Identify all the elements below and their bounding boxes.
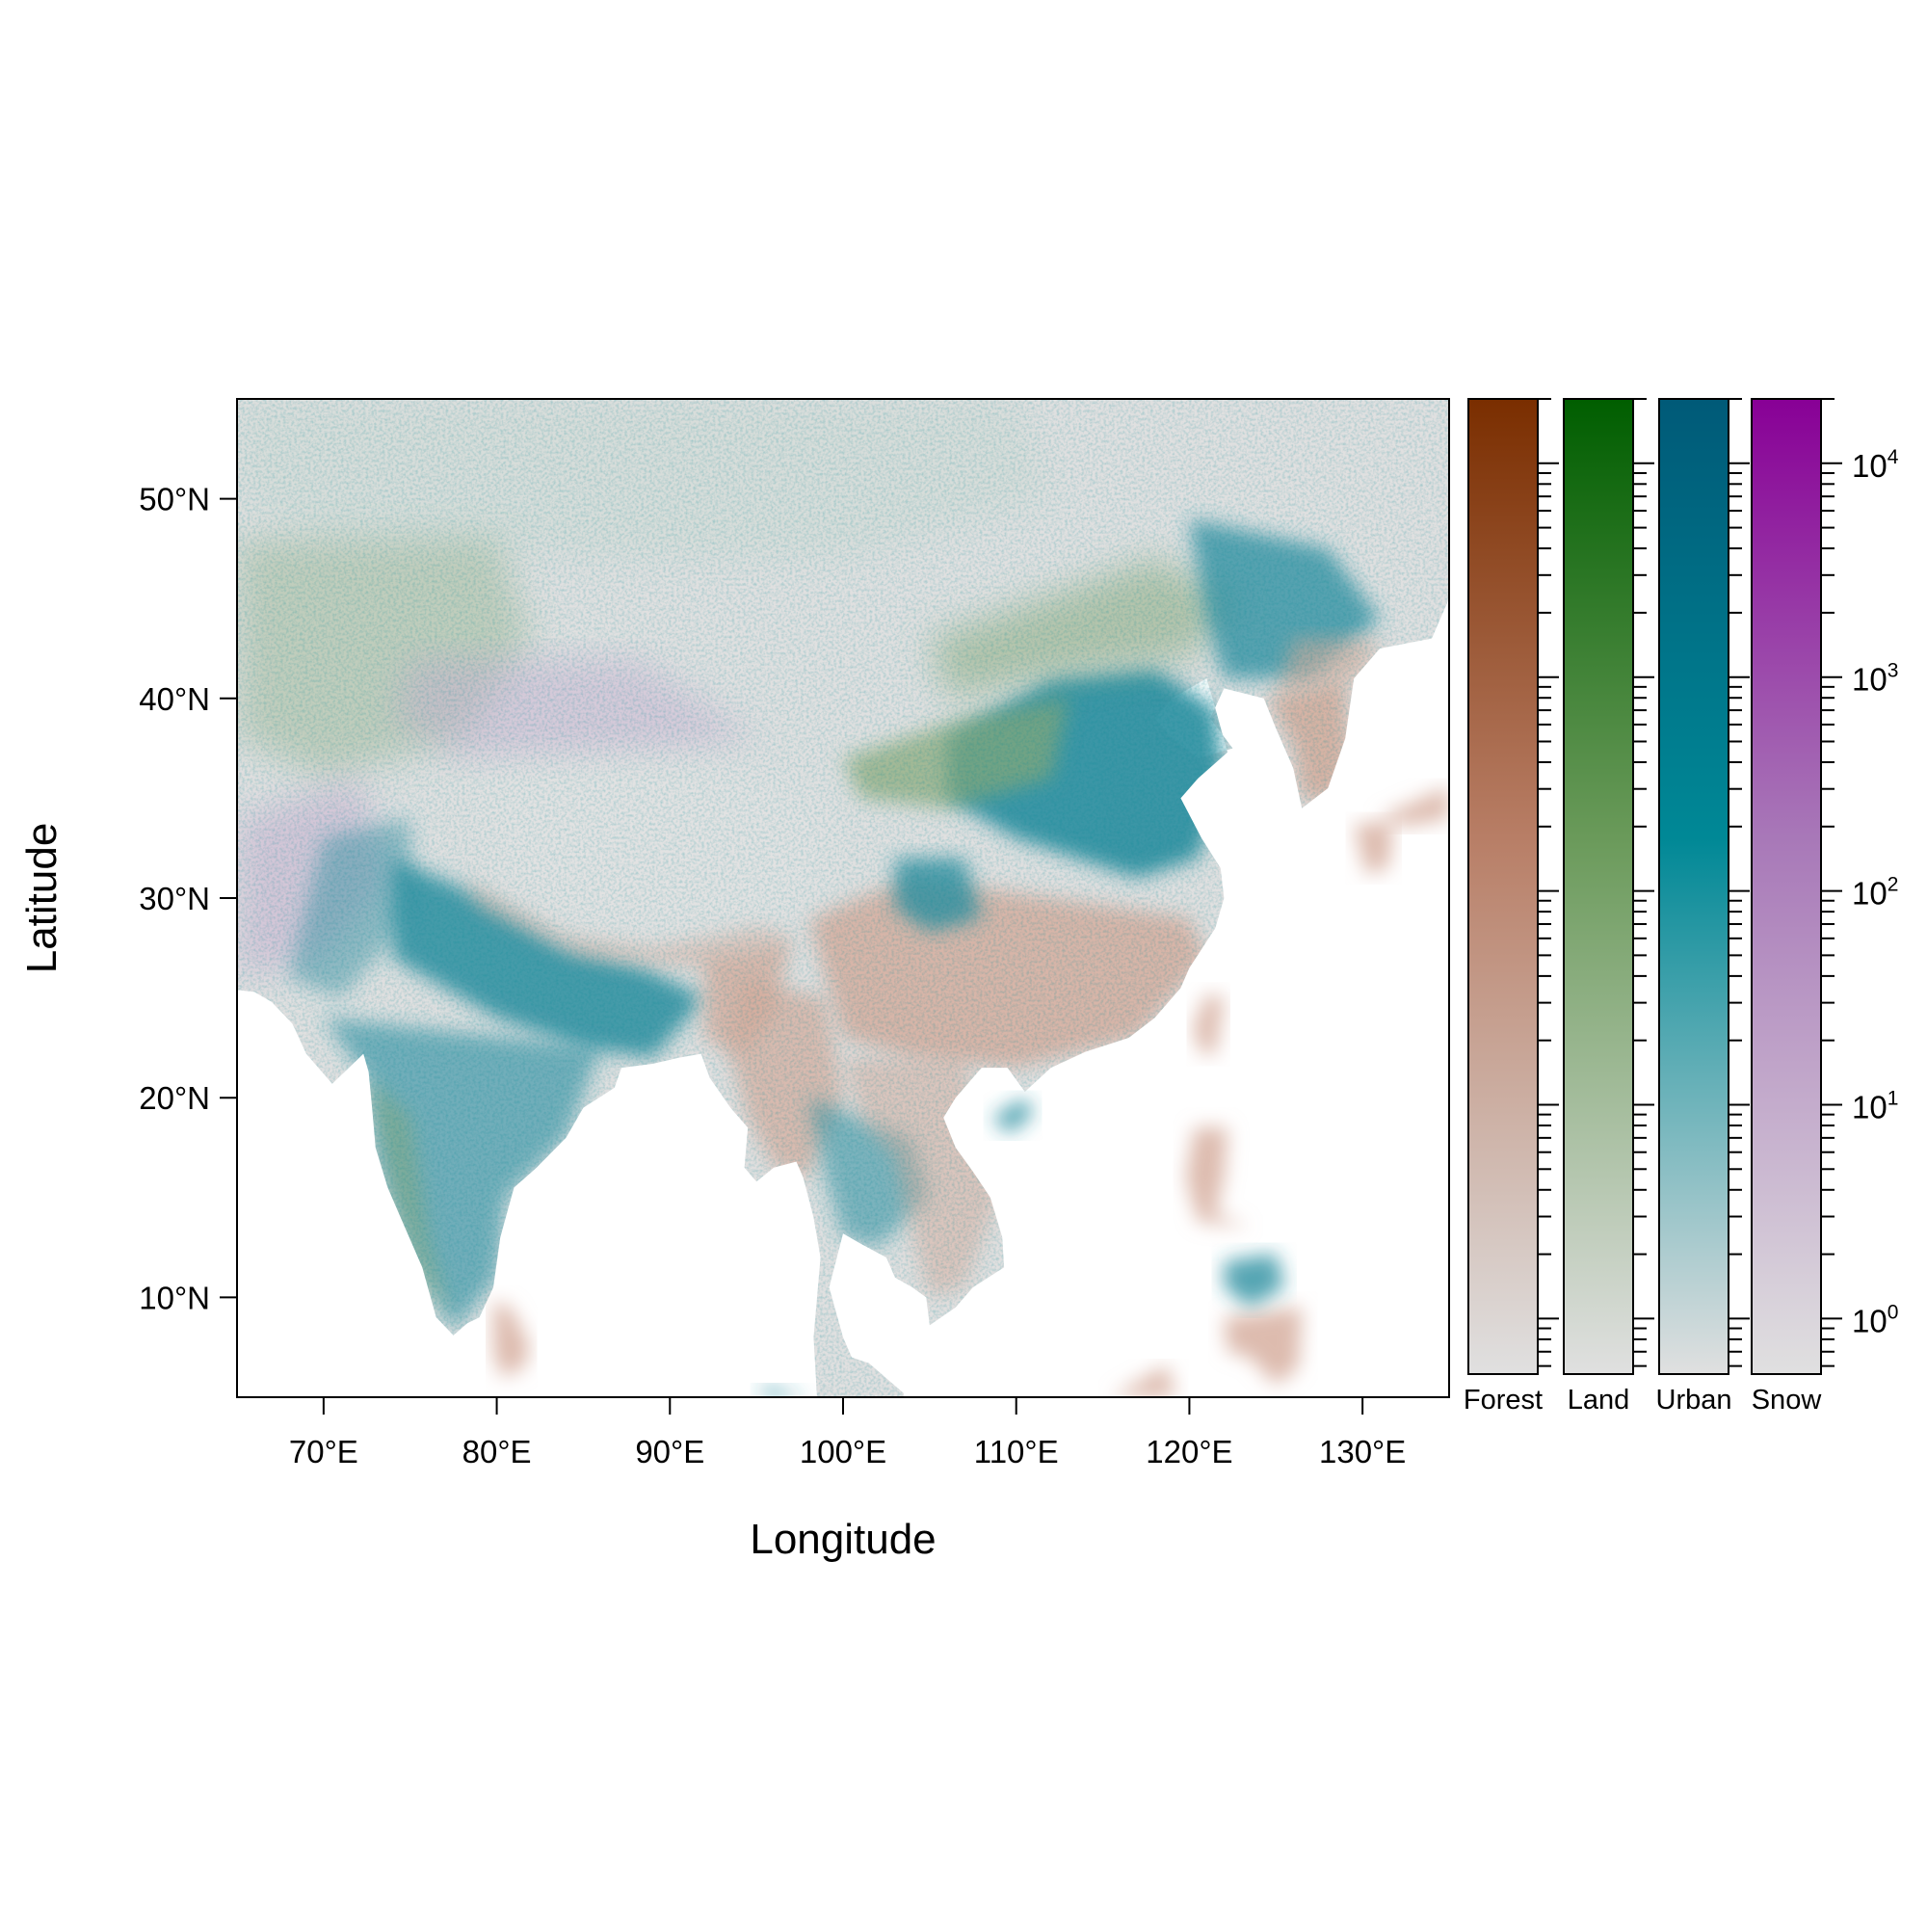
map-panel — [237, 399, 1449, 1397]
x-tick-label: 100°E — [800, 1434, 886, 1469]
x-tick-label: 80°E — [462, 1434, 532, 1469]
island-japan-kyushu — [1354, 822, 1394, 875]
legend-scale-label: 101 — [1852, 1087, 1898, 1125]
island-borneo-edge — [1111, 1364, 1176, 1397]
island-mindanao — [1224, 1307, 1303, 1386]
legend-scale-label: 104 — [1852, 446, 1899, 484]
legend-scale-label: 102 — [1852, 874, 1898, 912]
x-tick-label: 130°E — [1319, 1434, 1406, 1469]
legend: Forest Land Urban Snow 100 101 102 103 104 — [1464, 398, 1899, 1416]
island-sri-lanka — [493, 1301, 530, 1378]
island-hainan — [991, 1098, 1034, 1134]
legend-bar-label: Forest — [1464, 1385, 1543, 1416]
y-tick-label: 40°N — [139, 681, 210, 717]
y-tick-label: 30°N — [139, 881, 210, 916]
legend-bar-snow — [1751, 398, 1822, 1375]
legend-scale-label: 103 — [1852, 660, 1898, 698]
island-layer — [493, 786, 1449, 1397]
water-areas — [237, 598, 1449, 1397]
legend-bar-forest — [1467, 398, 1539, 1375]
y-axis-title: Latitude — [18, 823, 66, 974]
island-taiwan — [1193, 993, 1225, 1054]
island-luzon — [1185, 1127, 1251, 1228]
x-tick-label: 120°E — [1146, 1434, 1232, 1469]
island-visayas — [1224, 1253, 1285, 1308]
x-tick-label: 90°E — [635, 1434, 704, 1469]
legend-bar-label: Urban — [1656, 1385, 1732, 1416]
legend-bar-land — [1563, 398, 1634, 1375]
x-tick-label: 110°E — [974, 1434, 1059, 1469]
x-axis-title: Longitude — [750, 1516, 936, 1563]
legend-bar-label: Snow — [1752, 1385, 1823, 1416]
island-japan-honshu — [1378, 786, 1449, 827]
x-axis: 70°E 80°E 90°E 100°E 110°E 120°E 130°E — [237, 1396, 1449, 1469]
x-tick-label: 70°E — [289, 1434, 358, 1469]
y-tick-label: 10°N — [139, 1280, 210, 1315]
y-axis: 10°N 20°N 30°N 40°N 50°N — [139, 399, 238, 1397]
y-tick-label: 50°N — [139, 482, 210, 517]
legend-bar-label: Land — [1568, 1385, 1630, 1416]
island-sumatra-tip — [759, 1385, 809, 1397]
y-tick-label: 20°N — [139, 1080, 210, 1116]
legend-bar-urban — [1658, 398, 1729, 1375]
legend-scale-label: 100 — [1852, 1301, 1898, 1338]
